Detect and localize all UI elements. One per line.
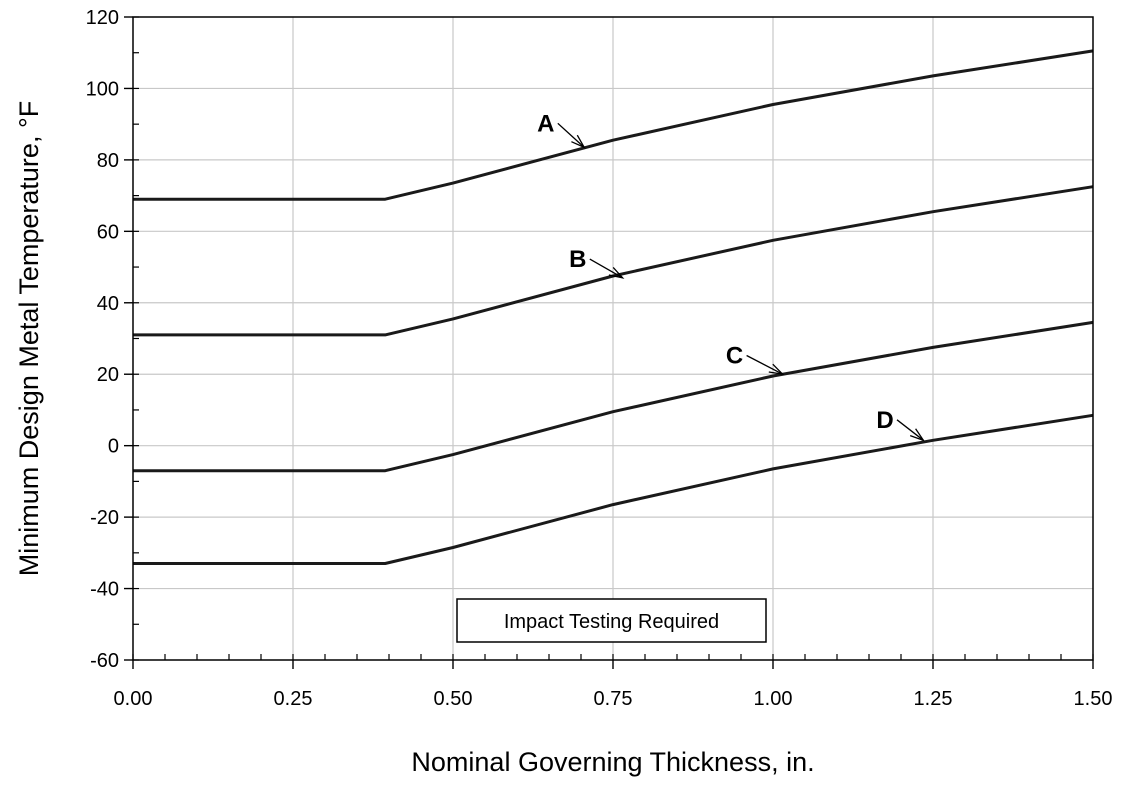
curve-label-b: B xyxy=(569,246,586,273)
y-tick-label: 80 xyxy=(97,150,119,172)
series-line-d xyxy=(133,413,1094,565)
x-tick-label: 0.50 xyxy=(434,688,473,710)
x-tick-labels: 0.00 0.25 0.50 0.75 1.00 1.25 1.50 xyxy=(114,688,1113,710)
y-axis-title: Minimum Design Metal Temperature, °F xyxy=(14,101,44,576)
arrow-head-d xyxy=(909,428,926,442)
impact-note: Impact Testing Required xyxy=(456,598,767,643)
arrow-shaft-d xyxy=(896,419,924,441)
major-ticks xyxy=(124,16,1094,669)
series-line-a xyxy=(133,49,1094,201)
series-lines xyxy=(133,49,1094,565)
x-tick-label: 1.00 xyxy=(754,688,793,710)
note-text: Impact Testing Required xyxy=(504,611,719,633)
x-axis-title: Nominal Governing Thickness, in. xyxy=(411,747,814,777)
x-tick-label: 0.25 xyxy=(274,688,313,710)
y-tick-label: 20 xyxy=(97,364,119,386)
arrow-head-b xyxy=(608,266,625,279)
y-tick-label: -40 xyxy=(90,579,119,601)
series-line-c xyxy=(133,320,1094,473)
y-tick-label: 100 xyxy=(86,78,119,100)
note-box xyxy=(456,598,767,643)
x-tick-label: 0.75 xyxy=(594,688,633,710)
y-tick-label: -20 xyxy=(90,507,119,529)
arrow-shaft-c xyxy=(746,354,783,375)
arrow-head-a xyxy=(571,134,586,149)
y-tick-label: 60 xyxy=(97,221,119,243)
x-tick-label: 0.00 xyxy=(114,688,153,710)
curve-label-c: C xyxy=(726,343,743,370)
curve-label-d: D xyxy=(876,407,893,434)
curve-label-a: A xyxy=(537,110,554,137)
grid xyxy=(133,17,1093,660)
y-tick-label: -60 xyxy=(90,650,119,672)
x-tick-label: 1.50 xyxy=(1074,688,1113,710)
y-tick-label: 0 xyxy=(108,436,119,458)
y-tick-labels: -60 -40 -20 0 20 40 60 80 100 120 xyxy=(86,7,119,672)
curve-annotations: A B C D xyxy=(537,110,926,442)
arrow-shaft-a xyxy=(557,122,585,148)
arrow-shaft-b xyxy=(589,258,623,279)
plot-frame xyxy=(132,16,1094,661)
y-tick-label: 40 xyxy=(97,293,119,315)
x-tick-label: 1.25 xyxy=(914,688,953,710)
arrow-head-c xyxy=(768,363,785,376)
y-tick-label: 120 xyxy=(86,7,119,29)
